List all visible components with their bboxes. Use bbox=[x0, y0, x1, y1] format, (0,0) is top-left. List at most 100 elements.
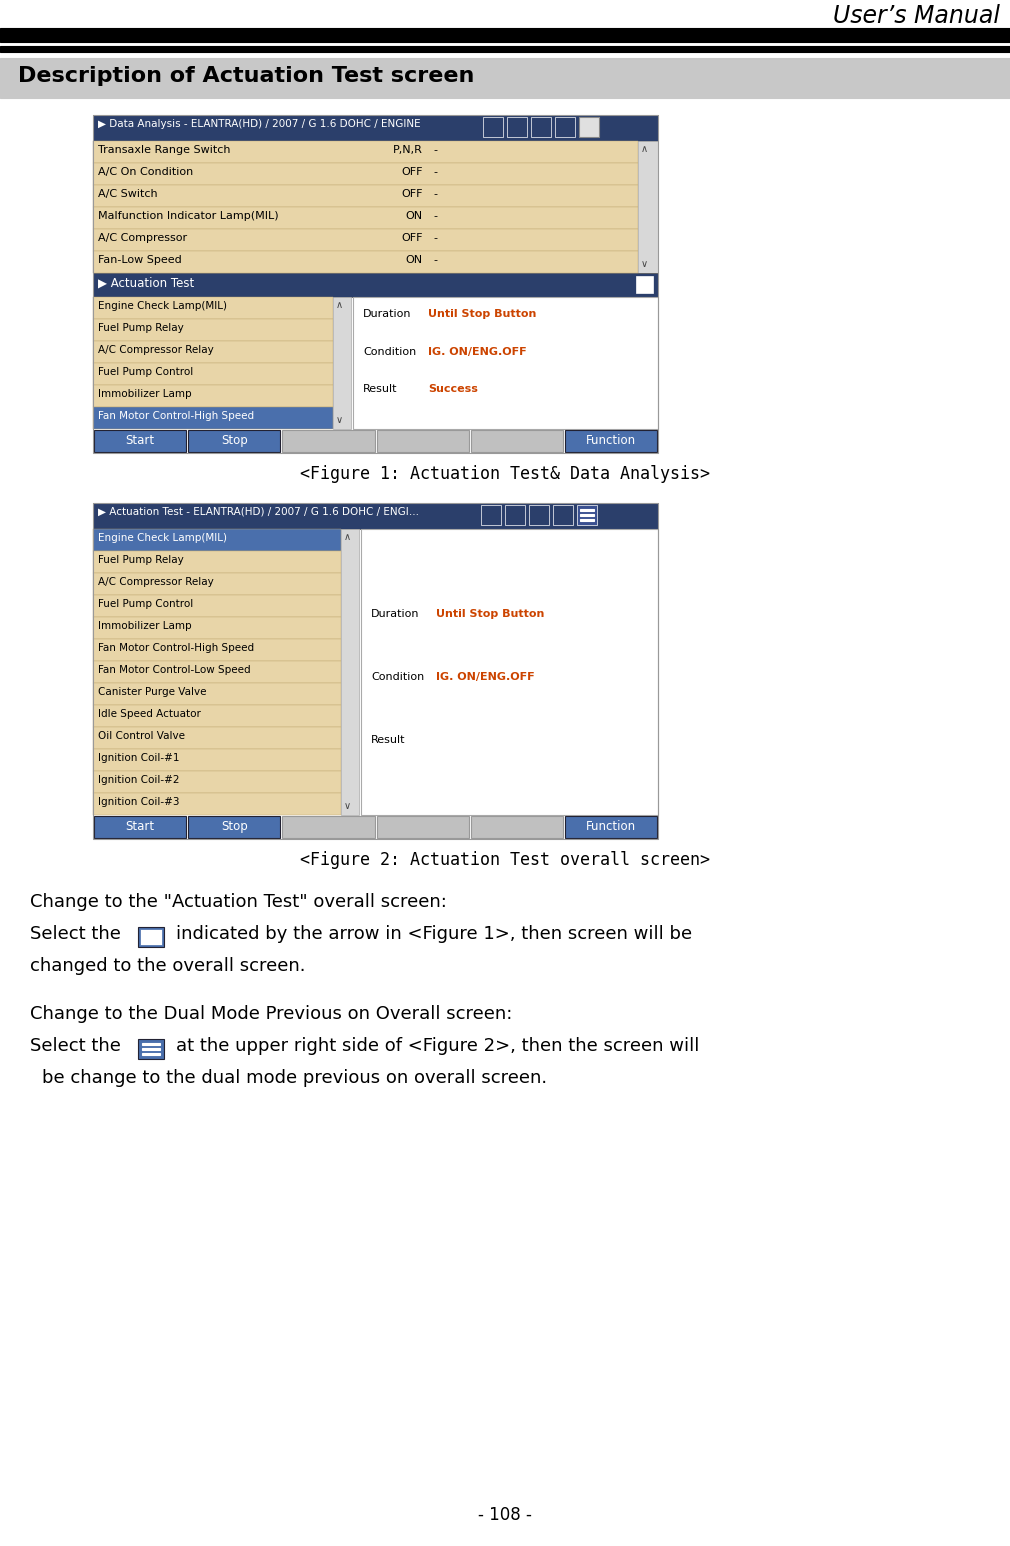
Text: IG. ON/ENG.OFF: IG. ON/ENG.OFF bbox=[428, 346, 526, 357]
Text: Fuel Pump Relay: Fuel Pump Relay bbox=[98, 323, 184, 332]
Bar bbox=[93, 114, 658, 141]
Bar bbox=[638, 141, 658, 274]
Bar bbox=[483, 117, 503, 138]
Text: Select the: Select the bbox=[30, 925, 121, 943]
Bar bbox=[556, 117, 575, 138]
Bar bbox=[283, 816, 375, 838]
Bar bbox=[93, 595, 341, 617]
Text: indicated by the arrow in <Figure 1>, then screen will be: indicated by the arrow in <Figure 1>, th… bbox=[176, 925, 692, 943]
Text: Fuel Pump Control: Fuel Pump Control bbox=[98, 598, 193, 609]
Bar bbox=[93, 274, 658, 297]
Text: ∨: ∨ bbox=[344, 801, 351, 812]
Text: Ignition Coil-#3: Ignition Coil-#3 bbox=[98, 798, 180, 807]
Text: at the upper right side of <Figure 2>, then the screen will: at the upper right side of <Figure 2>, t… bbox=[176, 1037, 699, 1054]
Bar bbox=[333, 297, 351, 428]
Text: IG. ON/ENG.OFF: IG. ON/ENG.OFF bbox=[436, 673, 534, 682]
Bar bbox=[577, 506, 597, 526]
Bar bbox=[93, 662, 341, 683]
Text: OFF: OFF bbox=[402, 167, 423, 176]
Bar bbox=[0, 46, 1010, 53]
Text: Description of Actuation Test screen: Description of Actuation Test screen bbox=[18, 66, 475, 87]
Bar bbox=[93, 250, 638, 274]
Bar bbox=[93, 342, 333, 363]
Text: Fuel Pump Control: Fuel Pump Control bbox=[98, 366, 193, 377]
Bar bbox=[580, 509, 594, 512]
Text: Fan Motor Control-High Speed: Fan Motor Control-High Speed bbox=[98, 643, 255, 652]
Text: Duration: Duration bbox=[371, 609, 419, 618]
Text: Ignition Coil-#2: Ignition Coil-#2 bbox=[98, 775, 180, 785]
Text: Success: Success bbox=[428, 385, 478, 394]
Bar bbox=[93, 141, 638, 162]
Text: Until Stop Button: Until Stop Button bbox=[436, 609, 544, 618]
Bar bbox=[93, 574, 341, 595]
Bar bbox=[93, 363, 333, 385]
Bar bbox=[507, 117, 527, 138]
Text: Ignition Coil-#1: Ignition Coil-#1 bbox=[98, 753, 180, 764]
Text: Oil Control Valve: Oil Control Valve bbox=[98, 731, 185, 741]
Bar bbox=[471, 430, 563, 451]
Text: ∧: ∧ bbox=[344, 532, 351, 543]
Text: ▶ Actuation Test - ELANTRA(HD) / 2007 / G 1.6 DOHC / ENGI…: ▶ Actuation Test - ELANTRA(HD) / 2007 / … bbox=[98, 507, 419, 516]
Bar bbox=[138, 1039, 164, 1059]
Text: Stop: Stop bbox=[221, 434, 247, 447]
Text: Malfunction Indicator Lamp(MIL): Malfunction Indicator Lamp(MIL) bbox=[98, 210, 279, 221]
Bar bbox=[565, 816, 656, 838]
Bar bbox=[138, 928, 164, 948]
Text: Immobilizer Lamp: Immobilizer Lamp bbox=[98, 621, 192, 631]
Bar bbox=[93, 683, 341, 705]
Bar bbox=[93, 748, 341, 771]
Text: Select the: Select the bbox=[30, 1037, 121, 1054]
Text: - 108 -: - 108 - bbox=[478, 1506, 532, 1524]
Text: -: - bbox=[433, 233, 437, 243]
Bar bbox=[0, 59, 1010, 97]
Text: OFF: OFF bbox=[402, 189, 423, 199]
Text: -: - bbox=[433, 145, 437, 155]
Bar bbox=[93, 162, 638, 186]
Bar bbox=[93, 502, 658, 839]
Bar bbox=[140, 929, 162, 945]
Bar bbox=[531, 117, 551, 138]
Text: Start: Start bbox=[125, 819, 155, 833]
Bar bbox=[93, 207, 638, 229]
Bar bbox=[93, 229, 638, 250]
Bar bbox=[93, 771, 341, 793]
Text: Fan Motor Control-Low Speed: Fan Motor Control-Low Speed bbox=[98, 665, 250, 676]
Bar bbox=[354, 297, 658, 428]
Bar bbox=[553, 506, 573, 526]
Text: Transaxle Range Switch: Transaxle Range Switch bbox=[98, 145, 230, 155]
Text: A/C Switch: A/C Switch bbox=[98, 189, 158, 199]
Text: Start: Start bbox=[125, 434, 155, 447]
Bar bbox=[377, 430, 469, 451]
Text: ON: ON bbox=[406, 210, 423, 221]
Text: ∧: ∧ bbox=[641, 144, 648, 155]
Text: Result: Result bbox=[371, 734, 405, 745]
Bar bbox=[93, 502, 658, 529]
Text: Function: Function bbox=[586, 819, 636, 833]
Text: Result: Result bbox=[363, 385, 398, 394]
Text: P,N,R: P,N,R bbox=[393, 145, 423, 155]
Text: Engine Check Lamp(MIL): Engine Check Lamp(MIL) bbox=[98, 301, 227, 311]
Bar bbox=[377, 816, 469, 838]
Bar bbox=[188, 430, 281, 451]
Text: A/C Compressor Relay: A/C Compressor Relay bbox=[98, 577, 214, 587]
Text: -: - bbox=[433, 167, 437, 176]
Bar bbox=[93, 529, 341, 550]
Text: Fan-Low Speed: Fan-Low Speed bbox=[98, 255, 182, 264]
Text: A/C Compressor Relay: A/C Compressor Relay bbox=[98, 345, 214, 356]
Text: ON: ON bbox=[406, 255, 423, 264]
Text: ∨: ∨ bbox=[336, 414, 343, 425]
Text: changed to the overall screen.: changed to the overall screen. bbox=[30, 957, 305, 976]
Bar bbox=[93, 385, 333, 407]
Text: Until Stop Button: Until Stop Button bbox=[428, 309, 536, 318]
Bar bbox=[93, 550, 341, 574]
Text: Fuel Pump Relay: Fuel Pump Relay bbox=[98, 555, 184, 564]
Text: Engine Check Lamp(MIL): Engine Check Lamp(MIL) bbox=[98, 533, 227, 543]
Text: -: - bbox=[433, 189, 437, 199]
Text: A/C On Condition: A/C On Condition bbox=[98, 167, 193, 176]
Bar bbox=[142, 1053, 160, 1054]
Bar bbox=[93, 318, 333, 342]
Bar bbox=[94, 430, 186, 451]
Bar bbox=[481, 506, 501, 526]
Bar bbox=[93, 727, 341, 748]
Bar bbox=[93, 793, 341, 815]
